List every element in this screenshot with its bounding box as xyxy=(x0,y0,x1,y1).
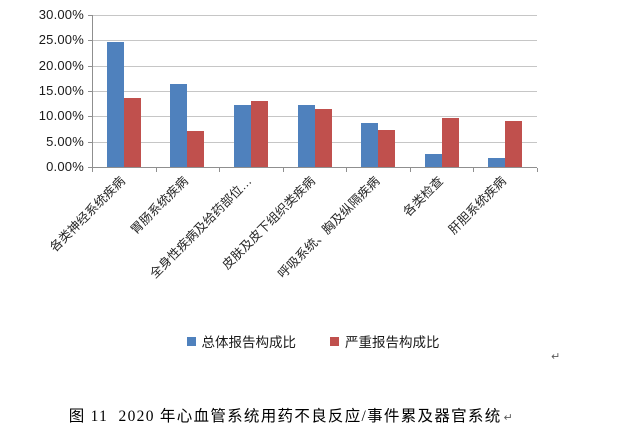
bar-serious xyxy=(505,121,523,167)
x-axis-tick xyxy=(473,168,475,172)
x-axis-tick xyxy=(282,168,284,172)
bar-serious xyxy=(123,97,141,167)
y-axis-tick xyxy=(88,116,92,118)
gridline xyxy=(92,65,537,67)
y-axis-tick xyxy=(88,167,92,168)
y-axis-label: 10.00% xyxy=(38,108,84,124)
x-axis-label: 胃肠系统疾病 xyxy=(128,174,192,237)
gridline xyxy=(92,91,537,92)
figure-caption: 图 11 2020 年心血管系统用药不良反应/事件累及器官系统 ↵ xyxy=(48,384,513,443)
paragraph-mark: ↵ xyxy=(551,350,561,363)
legend-swatch-red xyxy=(330,336,339,346)
bar-total xyxy=(233,104,251,167)
paragraph-mark: ↵ xyxy=(503,411,513,424)
x-axis-label: 各类检查 xyxy=(400,174,446,220)
bar-serious xyxy=(441,118,459,167)
y-axis-label: 25.00% xyxy=(38,32,84,48)
legend-item-serious: 严重报告构成比 xyxy=(330,331,440,351)
legend-item-total: 总体报告构成比 xyxy=(186,331,297,351)
y-axis-tick xyxy=(88,40,92,42)
legend-label-serious: 严重报告构成比 xyxy=(345,335,440,350)
bar-total xyxy=(297,105,315,167)
bar-serious xyxy=(314,109,332,167)
y-axis-tick xyxy=(88,65,92,67)
bar-serious xyxy=(378,130,396,167)
y-axis-tick xyxy=(88,91,92,92)
x-axis-tick xyxy=(346,168,348,172)
y-axis-label: 20.00% xyxy=(38,57,84,73)
legend-label-total: 总体报告构成比 xyxy=(201,335,297,350)
y-axis-tick xyxy=(88,15,92,16)
bar-serious xyxy=(187,130,205,167)
x-axis-label: 肝胆系统疾病 xyxy=(446,174,510,237)
y-axis-label: 30.00% xyxy=(38,7,84,22)
bar-total xyxy=(170,84,188,167)
y-axis-tick xyxy=(88,141,92,143)
y-axis-label: 5.00% xyxy=(46,133,84,149)
x-axis-tick xyxy=(155,168,157,172)
x-axis-label: 各类神经系统疾病 xyxy=(47,174,128,255)
x-axis-line xyxy=(92,167,537,168)
y-axis-line xyxy=(92,15,93,167)
x-axis-tick xyxy=(92,168,93,172)
bar-total xyxy=(361,123,379,167)
y-axis-label: 0.00% xyxy=(46,159,84,174)
legend-swatch-blue xyxy=(186,336,196,346)
bar-total xyxy=(424,154,442,167)
chart-legend: 总体报告构成比 严重报告构成比 xyxy=(0,331,626,351)
x-axis-tick xyxy=(409,168,411,172)
bar-total xyxy=(106,42,124,167)
bar-serious xyxy=(250,100,268,167)
y-axis-label: 15.00% xyxy=(38,83,84,98)
x-axis-tick xyxy=(219,168,221,172)
bar-chart-object[interactable]: 总体报告构成比 严重报告构成比 0.00% 5.00% 10.00% 15.00% 20… xyxy=(0,0,626,380)
figure-caption-text: 图 11 2020 年心血管系统用药不良反应/事件累及器官系统 xyxy=(68,408,502,425)
x-axis-tick xyxy=(537,168,538,172)
gridline xyxy=(92,15,537,16)
bar-total xyxy=(488,157,506,167)
gridline xyxy=(92,40,537,42)
